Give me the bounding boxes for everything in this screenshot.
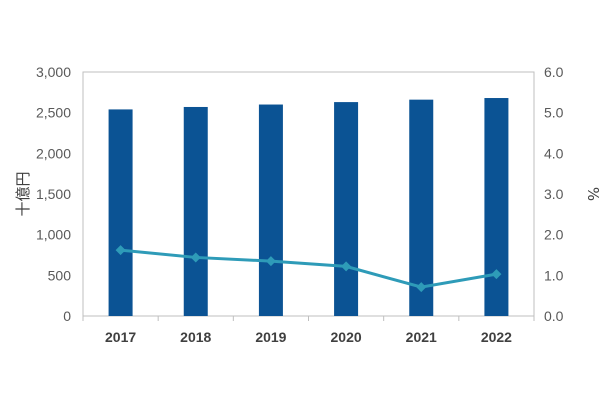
x-tick-label: 2022 [481, 329, 512, 345]
x-tick-label: 2017 [105, 329, 136, 345]
bar-2017 [108, 109, 133, 316]
right-tick-label: 0.0 [544, 308, 564, 324]
bar-2019 [258, 104, 283, 317]
plot-frame [82, 71, 535, 321]
x-tick-label: 2021 [406, 329, 437, 345]
left-tick-label: 2,000 [36, 145, 71, 161]
x-axis-ticks: 2017 2018 2019 2020 2021 2022 [105, 329, 512, 345]
bar-2022 [484, 98, 509, 316]
bars-layer [108, 98, 509, 317]
line-layer [115, 245, 502, 293]
right-tick-label: 4.0 [544, 145, 564, 161]
left-tick-label: 500 [48, 267, 72, 283]
right-tick-label: 1.0 [544, 267, 564, 283]
right-tick-label: 2.0 [544, 227, 564, 243]
left-tick-label: 1,000 [36, 227, 71, 243]
right-axis-ticks: 0.0 1.0 2.0 3.0 4.0 5.0 6.0 [544, 64, 564, 324]
left-tick-label: 0 [63, 308, 71, 324]
line-point-2022 [491, 269, 502, 280]
right-tick-label: 5.0 [544, 105, 564, 121]
line-series [120, 248, 497, 289]
left-tick-label: 3,000 [36, 64, 71, 80]
x-tick-label: 2019 [255, 329, 286, 345]
line-point-2018 [190, 252, 201, 263]
bar-2021 [409, 99, 434, 316]
x-tick-label: 2018 [180, 329, 211, 345]
bar-2018 [183, 106, 208, 317]
left-axis-ticks: 0 500 1,000 1,500 2,000 2,500 3,000 [36, 64, 71, 324]
x-tick-label: 2020 [331, 329, 362, 345]
line-point-2021 [416, 282, 427, 293]
left-tick-label: 2,500 [36, 105, 71, 121]
line-point-2020 [341, 261, 352, 272]
line-point-2019 [265, 256, 276, 267]
bar-2020 [334, 102, 359, 317]
left-axis-title: 十億円 [14, 171, 32, 216]
left-tick-label: 1,500 [36, 186, 71, 202]
right-tick-label: 6.0 [544, 64, 564, 80]
line-point-2017 [115, 245, 126, 256]
right-tick-label: 3.0 [544, 186, 564, 202]
right-axis-title: % [584, 187, 600, 201]
